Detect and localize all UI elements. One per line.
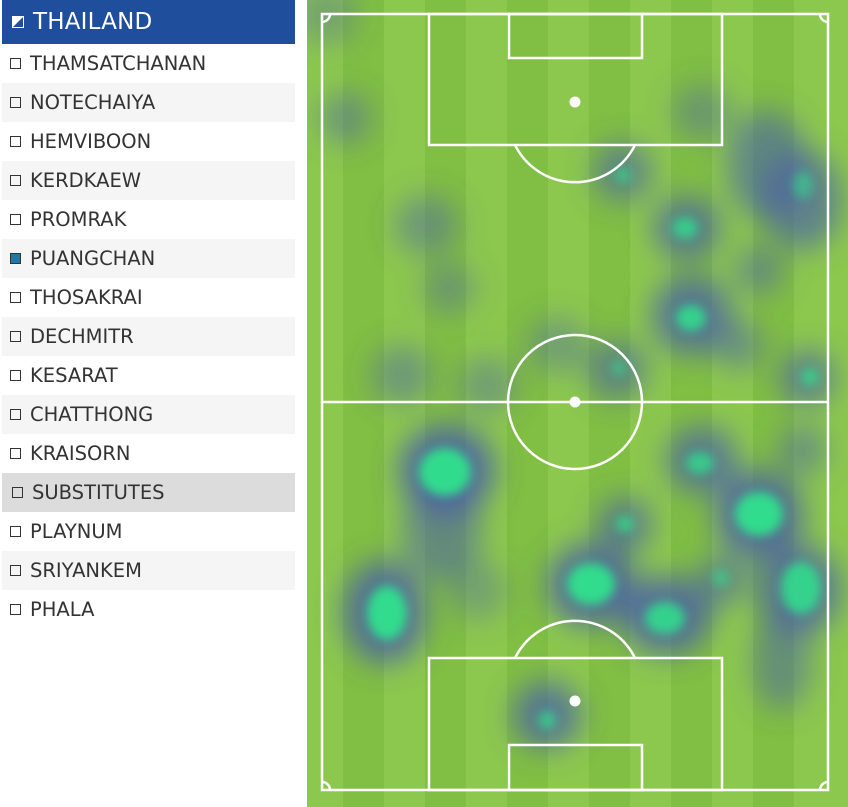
player-name: PUANGCHAN xyxy=(30,247,156,270)
pitch-markings xyxy=(320,12,830,792)
checkbox-icon[interactable] xyxy=(10,58,21,69)
substitutes-label: SUBSTITUTES xyxy=(32,481,165,504)
checkbox-icon[interactable] xyxy=(10,136,21,147)
player-row-kerdkaew[interactable]: KERDKAEW xyxy=(2,161,295,200)
player-row-dechmitr[interactable]: DECHMITR xyxy=(2,317,295,356)
player-name: HEMVIBOON xyxy=(30,130,152,153)
pitch-spots xyxy=(569,96,581,707)
checkbox-icon[interactable] xyxy=(10,292,21,303)
checkbox-icon[interactable] xyxy=(10,526,21,537)
player-row-kesarat[interactable]: KESARAT xyxy=(2,356,295,395)
player-name: KERDKAEW xyxy=(30,169,142,192)
checkbox-icon[interactable] xyxy=(10,97,21,108)
player-row-hemviboon[interactable]: HEMVIBOON xyxy=(2,122,295,161)
player-name: PLAYNUM xyxy=(30,520,123,543)
checkbox-icon[interactable] xyxy=(10,604,21,615)
team-name: THAILAND xyxy=(33,9,153,35)
player-row-notechaiya[interactable]: NOTECHAIYA xyxy=(2,83,295,122)
player-name: PHALA xyxy=(30,598,95,621)
team-toggle-icon xyxy=(12,16,24,28)
team-header[interactable]: THAILAND xyxy=(2,0,295,44)
player-row-thamsatchanan[interactable]: THAMSATCHANAN xyxy=(2,44,295,83)
player-row-thosakrai[interactable]: THOSAKRAI xyxy=(2,278,295,317)
checkbox-icon[interactable] xyxy=(10,331,21,342)
checkbox-icon[interactable] xyxy=(10,370,21,381)
player-name: NOTECHAIYA xyxy=(30,91,156,114)
player-list: THAILAND THAMSATCHANAN NOTECHAIYA HEMVIB… xyxy=(2,0,295,629)
player-name: CHATTHONG xyxy=(30,403,154,426)
checkbox-icon[interactable] xyxy=(10,565,21,576)
checkbox-icon[interactable] xyxy=(10,409,21,420)
player-name: DECHMITR xyxy=(30,325,134,348)
player-name: THAMSATCHANAN xyxy=(30,52,207,75)
player-name: KRAISORN xyxy=(30,442,131,465)
heat-hotspots xyxy=(367,167,821,729)
checkbox-icon[interactable] xyxy=(10,448,21,459)
checkbox-checked-icon[interactable] xyxy=(10,253,21,264)
player-row-kraisorn[interactable]: KRAISORN xyxy=(2,434,295,473)
player-name: THOSAKRAI xyxy=(30,286,143,309)
checkbox-icon[interactable] xyxy=(10,214,21,225)
player-row-promrak[interactable]: PROMRAK xyxy=(2,200,295,239)
checkbox-icon[interactable] xyxy=(12,487,23,498)
checkbox-icon[interactable] xyxy=(10,175,21,186)
heatmap-pitch xyxy=(307,0,848,807)
player-row-chatthong[interactable]: CHATTHONG xyxy=(2,395,295,434)
player-row-phala[interactable]: PHALA xyxy=(2,590,295,629)
player-name: PROMRAK xyxy=(30,208,127,231)
player-row-puangchan[interactable]: PUANGCHAN xyxy=(2,239,295,278)
player-row-playnum[interactable]: PLAYNUM xyxy=(2,512,295,551)
player-name: KESARAT xyxy=(30,364,118,387)
player-name: SRIYANKEM xyxy=(30,559,142,582)
player-row-sriyankem[interactable]: SRIYANKEM xyxy=(2,551,295,590)
substitutes-row[interactable]: SUBSTITUTES xyxy=(2,473,295,512)
